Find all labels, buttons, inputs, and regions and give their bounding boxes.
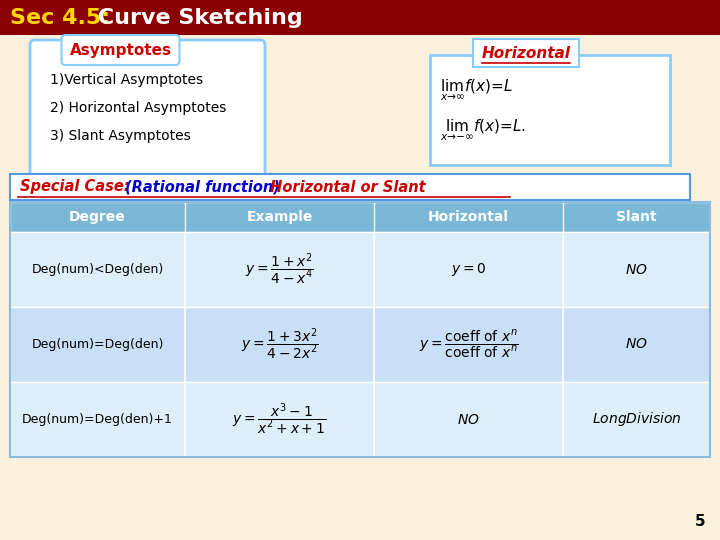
FancyBboxPatch shape	[473, 39, 579, 67]
Text: 3) Slant Asymptotes: 3) Slant Asymptotes	[50, 129, 191, 143]
Text: 1)Vertical Asymptotes: 1)Vertical Asymptotes	[50, 73, 203, 87]
Text: $y = \dfrac{1+3x^2}{4-2x^2}$: $y = \dfrac{1+3x^2}{4-2x^2}$	[240, 327, 318, 362]
Text: $y = 0$: $y = 0$	[451, 261, 486, 278]
FancyBboxPatch shape	[10, 202, 710, 232]
FancyBboxPatch shape	[10, 382, 710, 457]
Text: Asymptotes: Asymptotes	[70, 43, 171, 57]
FancyBboxPatch shape	[30, 40, 265, 180]
FancyBboxPatch shape	[10, 232, 710, 307]
Text: $\mathit{LongDivision}$: $\mathit{LongDivision}$	[592, 410, 681, 429]
Text: Slant: Slant	[616, 210, 657, 224]
Text: (Rational function): (Rational function)	[125, 179, 280, 194]
FancyBboxPatch shape	[10, 307, 710, 382]
Text: Special Case:: Special Case:	[20, 179, 140, 194]
Text: $NO$: $NO$	[625, 338, 648, 352]
FancyBboxPatch shape	[430, 55, 670, 165]
Text: Horizontal or Slant: Horizontal or Slant	[265, 179, 426, 194]
Text: 5: 5	[695, 515, 706, 530]
Text: $y = \dfrac{1+x^2}{4-x^4}$: $y = \dfrac{1+x^2}{4-x^4}$	[245, 252, 314, 287]
FancyBboxPatch shape	[0, 0, 720, 35]
Text: $y = \dfrac{x^3-1}{x^2+x+1}$: $y = \dfrac{x^3-1}{x^2+x+1}$	[233, 402, 327, 437]
Text: Deg(num)=Deg(den): Deg(num)=Deg(den)	[31, 338, 163, 351]
Text: $\lim_{x \to -\infty} f(x) = L.$: $\lim_{x \to -\infty} f(x) = L.$	[440, 117, 526, 143]
Text: Example: Example	[246, 210, 312, 224]
FancyBboxPatch shape	[61, 35, 179, 65]
Text: Sec 4.5:: Sec 4.5:	[10, 8, 110, 28]
Text: Degree: Degree	[69, 210, 126, 224]
Text: 2) Horizontal Asymptotes: 2) Horizontal Asymptotes	[50, 101, 226, 115]
FancyBboxPatch shape	[10, 174, 690, 200]
Text: Deg(num)<Deg(den): Deg(num)<Deg(den)	[32, 263, 163, 276]
Text: $\lim_{x \to \infty} f(x) = L$: $\lim_{x \to \infty} f(x) = L$	[440, 77, 513, 103]
Text: $NO$: $NO$	[457, 413, 480, 427]
Text: Deg(num)=Deg(den)+1: Deg(num)=Deg(den)+1	[22, 413, 173, 426]
Text: $NO$: $NO$	[625, 262, 648, 276]
Text: Horizontal: Horizontal	[482, 45, 570, 60]
Text: Curve Sketching: Curve Sketching	[90, 8, 302, 28]
Text: Horizontal: Horizontal	[428, 210, 509, 224]
Text: $y = \dfrac{\text{coeff of } x^n}{\text{coeff of } x^n}$: $y = \dfrac{\text{coeff of } x^n}{\text{…	[419, 329, 518, 360]
